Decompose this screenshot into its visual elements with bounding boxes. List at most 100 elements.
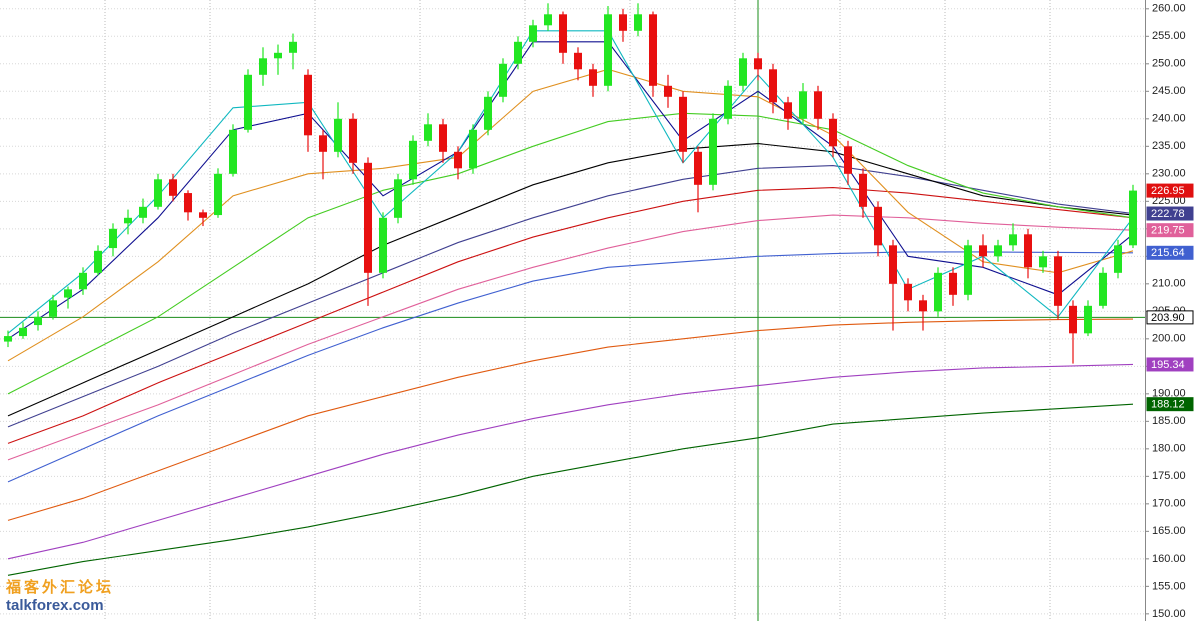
candle-body — [904, 283, 912, 301]
candle-body — [874, 206, 882, 246]
candle-body — [349, 118, 357, 163]
candle-body — [739, 58, 747, 86]
candle-body — [94, 250, 102, 273]
moving-average-line — [7, 187, 1134, 444]
price-flag-label: 203.90 — [1151, 312, 1185, 324]
y-tick-label: 260.00 — [1152, 3, 1186, 15]
candle-body — [364, 162, 372, 273]
candle-body — [469, 129, 477, 169]
candle-body — [979, 245, 987, 257]
price-flag — [1146, 397, 1194, 412]
moving-average-line — [7, 363, 1134, 560]
candle-body — [589, 69, 597, 86]
y-tick-label: 150.00 — [1152, 608, 1186, 620]
candle-body — [244, 74, 252, 130]
candle-body — [544, 14, 552, 26]
candle-body — [649, 14, 657, 86]
watermark-site: talkforex.com — [6, 597, 104, 614]
candle-body — [964, 245, 972, 295]
price-flag — [1146, 245, 1194, 260]
candle-body — [919, 300, 927, 312]
candle-body — [1129, 190, 1137, 246]
candle-body — [229, 129, 237, 174]
candle-body — [1069, 305, 1077, 334]
moving-average-line — [7, 30, 1134, 334]
y-tick-label: 165.00 — [1152, 525, 1186, 537]
y-tick-label: 175.00 — [1152, 470, 1186, 482]
candle-body — [4, 336, 12, 342]
candle-body — [184, 193, 192, 213]
price-flag-label: 219.75 — [1151, 225, 1185, 237]
moving-average-line — [7, 112, 1134, 395]
y-tick-label: 245.00 — [1152, 85, 1186, 97]
candle-body — [34, 316, 42, 326]
y-tick-label: 210.00 — [1152, 278, 1186, 290]
y-tick-label: 200.00 — [1152, 333, 1186, 345]
candle-body — [139, 206, 147, 218]
y-tick-label: 190.00 — [1152, 388, 1186, 400]
watermark-name: 福客外汇论坛 — [5, 578, 114, 596]
price-flag-label: 222.78 — [1151, 208, 1185, 220]
y-tick-label: 180.00 — [1152, 443, 1186, 455]
y-tick-label: 255.00 — [1152, 30, 1186, 42]
candle-body — [19, 327, 27, 337]
candle-body — [844, 146, 852, 174]
y-tick-label: 225.00 — [1152, 195, 1186, 207]
candle-body — [199, 212, 207, 218]
candle-body — [499, 63, 507, 97]
candle-body — [259, 58, 267, 75]
y-tick-label: 235.00 — [1152, 140, 1186, 152]
candle-body — [64, 289, 72, 298]
candle-body — [934, 272, 942, 312]
candle-body — [109, 228, 117, 249]
y-tick-label: 250.00 — [1152, 58, 1186, 70]
candle-body — [859, 173, 867, 207]
candle-body — [1084, 305, 1092, 334]
candle-body — [664, 85, 672, 97]
candle-body — [634, 14, 642, 31]
candle-body — [814, 91, 822, 119]
candle-body — [439, 124, 447, 152]
candle-body — [124, 217, 132, 224]
candle-body — [154, 179, 162, 207]
candle-body — [79, 272, 87, 290]
price-flag — [1146, 310, 1194, 325]
candle-body — [709, 118, 717, 185]
candle-body — [799, 91, 807, 119]
y-tick-label: 240.00 — [1152, 113, 1186, 125]
moving-average-line — [7, 214, 1134, 461]
candle-body — [379, 217, 387, 273]
price-flag — [1146, 357, 1194, 372]
candle-body — [1114, 245, 1122, 273]
candle-body — [1099, 272, 1107, 306]
moving-average-line — [7, 165, 1134, 428]
candle-body — [604, 14, 612, 86]
price-flag-label: 215.64 — [1151, 247, 1185, 259]
candle-body — [484, 96, 492, 130]
moving-average-line — [7, 403, 1134, 576]
candle-body — [1039, 256, 1047, 268]
candle-body — [754, 58, 762, 70]
price-flag-label: 195.34 — [1151, 359, 1185, 371]
candle-body — [454, 151, 462, 169]
candle-body — [409, 140, 417, 180]
candle-body — [574, 52, 582, 70]
price-flag — [1146, 223, 1194, 238]
moving-average-line — [7, 68, 1134, 362]
y-tick-label: 170.00 — [1152, 498, 1186, 510]
price-flag-label: 226.95 — [1151, 185, 1185, 197]
candle-body — [1024, 234, 1032, 268]
candle-body — [829, 118, 837, 147]
candle-body — [289, 41, 297, 53]
y-tick-label: 230.00 — [1152, 168, 1186, 180]
candle-body — [334, 118, 342, 152]
candle-body — [889, 245, 897, 284]
candle-body — [304, 74, 312, 136]
candle-body — [679, 96, 687, 152]
moving-average-line — [7, 41, 1134, 340]
y-tick-label: 185.00 — [1152, 415, 1186, 427]
candle-body — [214, 173, 222, 216]
candle-body — [394, 179, 402, 218]
